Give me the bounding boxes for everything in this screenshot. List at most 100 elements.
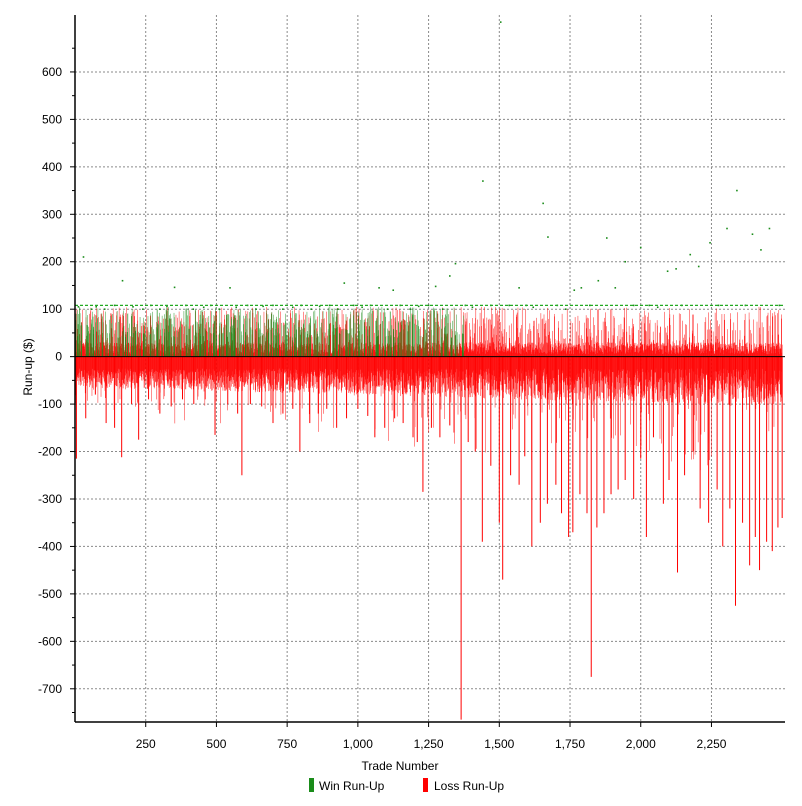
win-point [589,304,591,307]
win-point [518,287,520,289]
win-point [255,308,257,310]
y-tick-label: 500 [42,112,62,126]
win-point [392,289,395,292]
win-point [90,308,93,310]
win-point [95,306,98,308]
legend-item-loss[interactable]: Loss Run-Up [423,778,504,793]
y-tick-label: -100 [38,397,62,411]
win-point [441,308,444,310]
x-tick-label: 1,000 [343,737,373,751]
win-point [709,241,711,244]
win-point [229,287,231,289]
win-point [717,304,720,307]
win-point [697,265,700,268]
y-tick-label: -400 [38,539,62,553]
bars [75,306,783,720]
win-point [614,287,617,289]
win-point [632,304,635,307]
x-tick-labels: 250 500 750 1,000 1,250 1,500 1,750 2,000 2,250 [136,737,727,751]
win-point [262,305,264,308]
win-point [103,308,106,310]
win-point [666,270,669,273]
win-point [499,21,502,23]
y-tick-label: 400 [42,160,62,174]
win-point [159,308,161,310]
win-point [386,308,389,310]
y-tick-label: -600 [38,634,62,648]
win-point [547,236,549,238]
legend-swatch-win [309,778,314,792]
win-point [310,308,312,310]
win-point [166,305,168,308]
win-point [573,289,576,292]
x-tick-label: 2,250 [696,737,726,751]
y-tick-label: -200 [38,445,62,459]
win-point [454,262,457,265]
win-point [768,227,771,230]
win-point [202,306,205,309]
axes [70,15,785,727]
win-point [760,249,762,251]
win-point [449,275,451,277]
win-point [532,306,535,309]
y-tick-label: 100 [42,302,62,316]
win-point [482,180,484,182]
win-point [675,268,677,270]
win-point [597,279,600,282]
win-point [173,286,176,289]
win-point [751,233,754,236]
x-tick-label: 1,250 [414,737,444,751]
win-point [337,308,339,310]
win-point [726,227,728,230]
y-tick-label: 600 [42,65,62,79]
win-point [508,304,511,307]
win-point [378,287,380,289]
win-point [235,306,238,309]
win-point [624,260,626,263]
win-point [639,246,642,249]
win-point [82,256,85,258]
win-point [132,306,134,308]
y-axis-title: Run-up ($) [21,338,35,395]
win-point [427,304,430,307]
win-point [471,306,474,309]
win-point [605,237,608,239]
legend-label-loss: Loss Run-Up [434,779,504,793]
win-point [580,287,583,289]
x-tick-label: 250 [136,737,156,751]
legend-swatch-loss [423,778,428,792]
win-point [343,282,346,284]
y-tick-label: -700 [38,682,62,696]
win-point [77,306,80,308]
x-tick-label: 750 [277,737,297,751]
win-point [218,308,221,310]
win-point [656,306,659,309]
win-point [689,253,692,256]
win-point [142,308,144,310]
win-point [121,279,124,282]
win-point [282,308,284,310]
y-tick-label: 300 [42,207,62,221]
x-tick-label: 500 [206,737,226,751]
win-point [292,306,294,309]
win-point [648,304,651,307]
win-point [409,308,411,310]
bar-cluster [75,306,783,471]
y-tick-labels: 600 500 400 300 200 100 0 -100 -200 -300 -400 -500 -… [38,65,62,696]
x-tick-label: 2,000 [626,737,656,751]
win-point [564,308,567,310]
win-point [318,305,321,308]
win-point [328,304,331,307]
legend-label-win: Win Run-Up [319,779,385,793]
x-tick-label: 1,500 [484,737,514,751]
y-tick-label: 200 [42,255,62,269]
x-axis-title: Trade Number [362,759,439,773]
win-point [113,304,116,307]
win-point [192,308,195,310]
win-point [778,304,781,307]
y-tick-label: -500 [38,587,62,601]
legend-item-win[interactable]: Win Run-Up [309,778,385,793]
win-point [352,304,355,307]
win-point [417,305,420,308]
